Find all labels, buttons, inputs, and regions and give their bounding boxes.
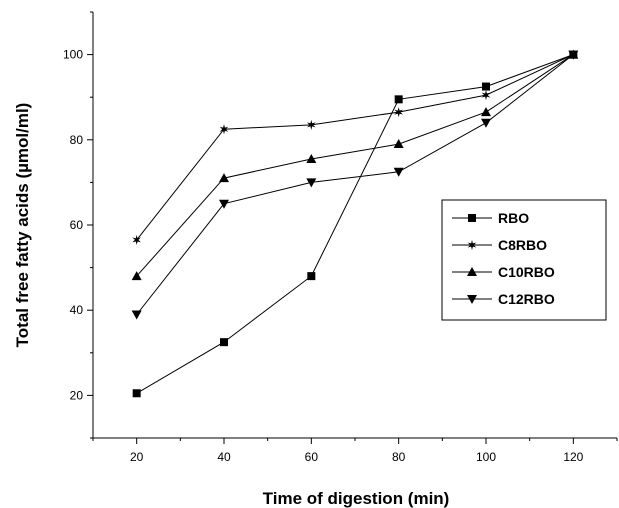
triangle-down-marker (481, 118, 491, 128)
star-marker (394, 107, 403, 118)
star-marker (307, 119, 316, 130)
triangle-up-marker (393, 139, 404, 149)
triangle-up-marker (131, 271, 142, 281)
y-tick-label: 100 (63, 48, 83, 62)
y-tick-label: 60 (70, 218, 84, 232)
y-tick-label: 40 (70, 303, 84, 317)
triangle-up-marker (219, 173, 229, 183)
triangle-down-marker (467, 295, 477, 304)
x-tick-label: 20 (130, 450, 144, 464)
x-tick-label: 80 (392, 450, 406, 464)
triangle-down-marker (393, 167, 404, 177)
series-line (136, 54, 574, 277)
star-marker (481, 90, 491, 101)
square-marker (482, 82, 490, 91)
square-marker (220, 338, 228, 347)
x-tick-label: 60 (305, 450, 319, 464)
legend-label: C10RBO (498, 264, 555, 280)
legend-item: C10RBO (452, 264, 555, 280)
y-axis-title: Total free fatty acids (µmol/ml) (13, 103, 32, 348)
triangle-down-marker (306, 178, 317, 188)
x-tick-label: 40 (217, 450, 231, 464)
x-tick-label: 100 (476, 450, 496, 464)
triangle-up-marker (306, 153, 317, 163)
series-line (136, 54, 574, 315)
legend-label: RBO (498, 210, 529, 226)
square-marker (307, 272, 316, 281)
legend-label: C12RBO (498, 291, 555, 307)
star-marker (132, 234, 141, 245)
series-line (136, 54, 574, 394)
star-marker (467, 240, 477, 250)
triangle-down-marker (131, 310, 142, 320)
series-c12rbo (131, 50, 579, 320)
triangle-down-marker (568, 50, 579, 60)
axes: 20 40 60 80 100 120 20 40 60 80 100 (63, 11, 618, 464)
series-layer (131, 49, 579, 398)
triangle-up-marker (481, 107, 491, 117)
y-tick-label: 80 (70, 133, 84, 147)
legend: RBO C8RBO C10RBO C12RBO (441, 199, 607, 321)
legend-label: C8RBO (498, 237, 547, 253)
triangle-up-marker (467, 267, 477, 276)
square-marker (394, 95, 403, 104)
triangle-down-marker (219, 199, 229, 209)
square-marker (132, 389, 141, 398)
x-axis-title: Time of digestion (min) (263, 489, 450, 508)
x-tick-label: 120 (563, 450, 583, 464)
legend-item: RBO (452, 210, 529, 226)
y-tick-label: 20 (70, 388, 84, 402)
square-marker (468, 214, 476, 222)
series-line (136, 54, 574, 241)
legend-item: C8RBO (452, 237, 547, 253)
legend-item: C12RBO (452, 291, 555, 307)
star-marker (219, 124, 229, 135)
